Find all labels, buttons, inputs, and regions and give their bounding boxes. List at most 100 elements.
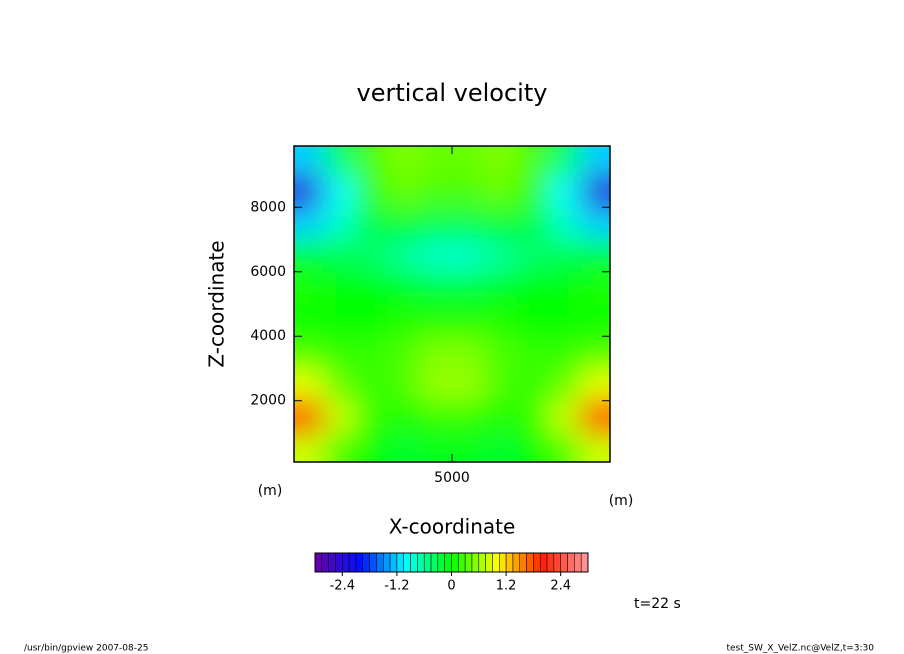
- colorbar-box: [314, 552, 323, 573]
- field-cell: [452, 146, 485, 176]
- colorbar-tick-label: 1.2: [496, 579, 517, 594]
- colorbar: -2.4 -1.2 0 1.2 2.4: [314, 552, 589, 594]
- field-cell: [294, 239, 324, 273]
- field-cell: [387, 432, 421, 462]
- colorbar-box: [396, 552, 404, 573]
- field-cell: [548, 207, 582, 241]
- field-cell: [355, 175, 389, 208]
- field-cell: [548, 432, 582, 462]
- colorbar-box: [389, 552, 398, 573]
- field-cell: [452, 271, 485, 305]
- field-cell: [580, 207, 610, 241]
- field-cell: [452, 239, 485, 273]
- field-cell: [355, 304, 389, 337]
- field-cell: [452, 304, 485, 337]
- field-cell: [323, 207, 356, 241]
- field-cell: [452, 207, 485, 241]
- field-cell: [580, 271, 610, 305]
- field-cell: [419, 432, 453, 462]
- colorbar-box: [430, 552, 439, 573]
- footer-right: test_SW_X_VelZ.nc@VelZ,t=3:30: [726, 644, 874, 654]
- field-cell: [580, 239, 610, 273]
- colorbar-box: [505, 552, 514, 573]
- field-cell: [580, 175, 610, 208]
- colorbar-box: [383, 552, 391, 573]
- field-cell: [419, 146, 453, 176]
- field-cell: [484, 207, 517, 241]
- field-cell: [387, 336, 421, 369]
- field-cell: [294, 368, 324, 402]
- field-cell: [548, 146, 582, 176]
- colorbar-box: [321, 552, 329, 573]
- field-cell: [387, 304, 421, 337]
- field-cell: [419, 239, 453, 273]
- field-cell: [355, 146, 389, 176]
- field-cell: [580, 304, 610, 337]
- field-cell: [355, 271, 389, 305]
- field-cell: [387, 175, 421, 208]
- field-cell: [484, 239, 517, 273]
- colorbar-box: [342, 552, 350, 573]
- field: [294, 146, 610, 462]
- field-cell: [419, 207, 453, 241]
- field-cell: [516, 239, 550, 273]
- field-cell: [323, 239, 356, 273]
- field-cell: [419, 368, 453, 402]
- field-cell: [419, 271, 453, 305]
- colorbar-box: [560, 552, 568, 573]
- field-cell: [484, 304, 517, 337]
- colorbar-box: [492, 552, 500, 573]
- colorbar-box: [471, 552, 480, 573]
- colorbar-box: [512, 552, 520, 573]
- field-cell: [484, 368, 517, 402]
- field-cell: [484, 271, 517, 305]
- chart-title: vertical velocity: [357, 79, 548, 107]
- colorbar-box: [553, 552, 561, 573]
- colorbar-box: [451, 552, 459, 573]
- colorbar-box: [458, 552, 466, 573]
- colorbar-box: [348, 552, 357, 573]
- colorbar-tick-label: -1.2: [384, 579, 409, 594]
- colorbar-box: [464, 552, 473, 573]
- colorbar-box: [526, 552, 534, 573]
- plot-area: [294, 146, 610, 462]
- field-cell: [323, 146, 356, 176]
- field-cell: [387, 207, 421, 241]
- y-unit: (m): [258, 483, 283, 499]
- field-cell: [580, 432, 610, 462]
- field-cell: [516, 146, 550, 176]
- colorbar-box: [574, 552, 582, 573]
- colorbar-box: [335, 552, 343, 573]
- field-cell: [452, 336, 485, 369]
- field-cell: [323, 271, 356, 305]
- field-cell: [548, 175, 582, 208]
- colorbar-box: [369, 552, 377, 573]
- field-cell: [452, 175, 485, 208]
- colorbar-box: [580, 552, 589, 573]
- field-cell: [548, 271, 582, 305]
- field-cell: [580, 146, 610, 176]
- colorbar-box: [423, 552, 432, 573]
- field-cell: [323, 368, 356, 402]
- x-tick-label: 5000: [434, 470, 470, 486]
- field-cell: [323, 175, 356, 208]
- field-cell: [516, 304, 550, 337]
- field-cell: [580, 368, 610, 402]
- field-cell: [294, 432, 324, 462]
- y-tick-label: 8000: [250, 199, 286, 215]
- field-cell: [355, 368, 389, 402]
- field-cell: [323, 400, 356, 434]
- field-cell: [484, 146, 517, 176]
- field-cell: [419, 400, 453, 434]
- field-cell: [548, 304, 582, 337]
- field-cell: [419, 175, 453, 208]
- colorbar-tick-label: 2.4: [550, 579, 571, 594]
- field-cell: [323, 336, 356, 369]
- field-cell: [294, 304, 324, 337]
- y-axis-label: Z-coordinate: [205, 240, 229, 367]
- field-cell: [484, 432, 517, 462]
- field-cell: [548, 368, 582, 402]
- field-cell: [419, 304, 453, 337]
- annotation: t=22 s: [634, 596, 681, 612]
- colorbar-box: [355, 552, 364, 573]
